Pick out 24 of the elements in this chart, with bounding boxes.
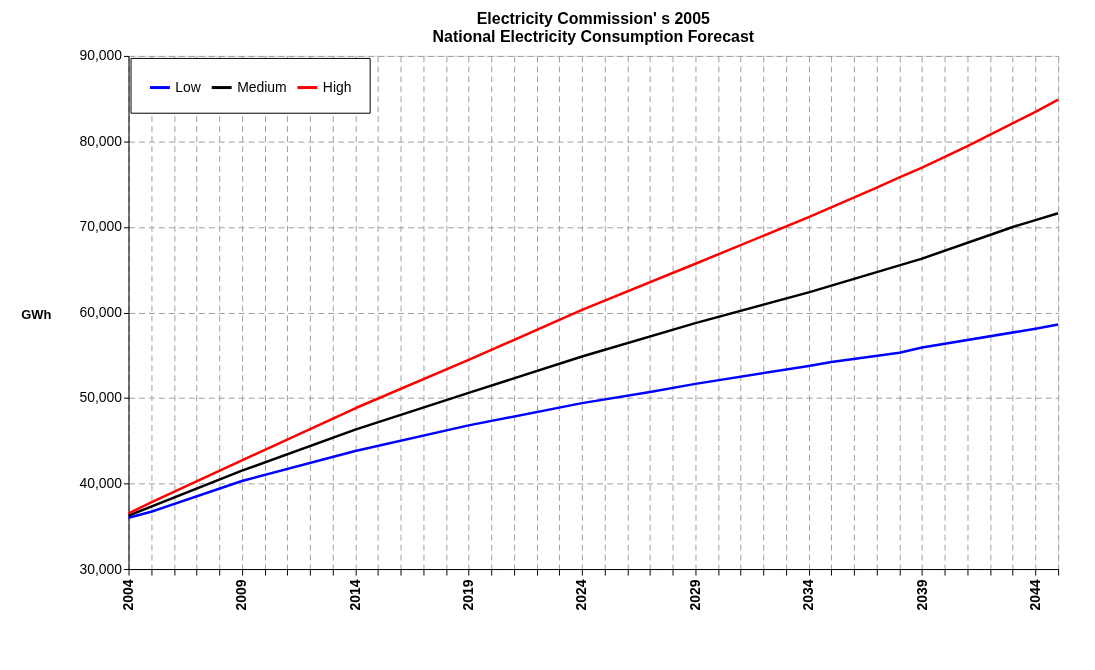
- y-tick-label: 80,000: [79, 132, 123, 149]
- legend-label: Medium: [237, 78, 287, 95]
- x-tick-label: 2044: [1026, 579, 1043, 611]
- x-tick-label: 2034: [800, 579, 817, 611]
- y-axis-title: GWh: [21, 307, 52, 323]
- y-tick-label: 90,000: [79, 47, 123, 64]
- y-tick-label: 50,000: [79, 389, 123, 406]
- x-tick-label: 2024: [573, 579, 590, 611]
- x-tick-label: 2004: [120, 579, 137, 611]
- y-tick-label: 40,000: [79, 475, 123, 492]
- y-tick-label: 70,000: [79, 218, 123, 235]
- x-tick-label: 2009: [233, 579, 250, 611]
- x-tick-label: 2014: [346, 579, 363, 611]
- y-tick-label: 60,000: [79, 303, 123, 320]
- text: National Electricity Consumption Forecast: [432, 27, 755, 45]
- x-tick-label: 2019: [460, 579, 477, 611]
- text: Electricity Commission' s 2005: [476, 10, 710, 28]
- line-series: [127, 323, 1060, 519]
- legend-label: High: [322, 78, 352, 95]
- line-series: [127, 98, 1060, 515]
- y-tick-label: 30,000: [79, 560, 123, 577]
- x-tick-label: 2029: [686, 579, 703, 611]
- x-tick-label: 2039: [913, 579, 930, 611]
- legend-label: Low: [175, 78, 202, 95]
